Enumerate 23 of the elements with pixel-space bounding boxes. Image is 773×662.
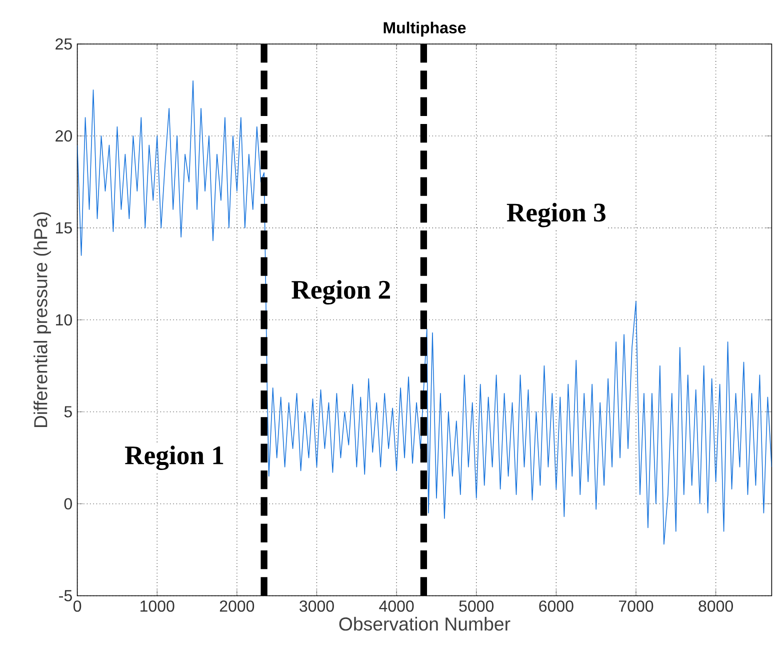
y-tick-label: 20 bbox=[56, 130, 72, 142]
y-tick-label: -5 bbox=[59, 590, 72, 602]
annotation: Region 2 bbox=[292, 280, 390, 304]
y-tick-label: 10 bbox=[56, 314, 72, 326]
annotation: Region 1 bbox=[124, 445, 224, 470]
x-tick-label: 7000 bbox=[619, 600, 654, 612]
x-tick-label: 6000 bbox=[539, 600, 574, 612]
annotation: Region 3 bbox=[506, 202, 606, 228]
line-series bbox=[77, 80, 772, 544]
y-tick-label: 25 bbox=[56, 38, 72, 50]
x-tick-label: 1000 bbox=[140, 600, 174, 612]
chart-title: Multiphase bbox=[384, 22, 466, 36]
y-tick-label: 0 bbox=[64, 498, 72, 510]
x-tick-label: 2000 bbox=[220, 600, 254, 612]
y-tick-label: 15 bbox=[56, 222, 72, 234]
y-axis-title: Differential pressure (hPa) bbox=[34, 212, 51, 427]
x-tick-label: 0 bbox=[73, 600, 82, 612]
y-tick-label: 5 bbox=[64, 406, 72, 418]
x-tick-label: 4000 bbox=[379, 600, 414, 612]
x-tick-label: 5000 bbox=[459, 600, 494, 612]
x-axis-title: Observation Number bbox=[339, 616, 510, 630]
x-tick-label: 8000 bbox=[698, 600, 733, 612]
x-tick-label: 3000 bbox=[300, 600, 334, 612]
